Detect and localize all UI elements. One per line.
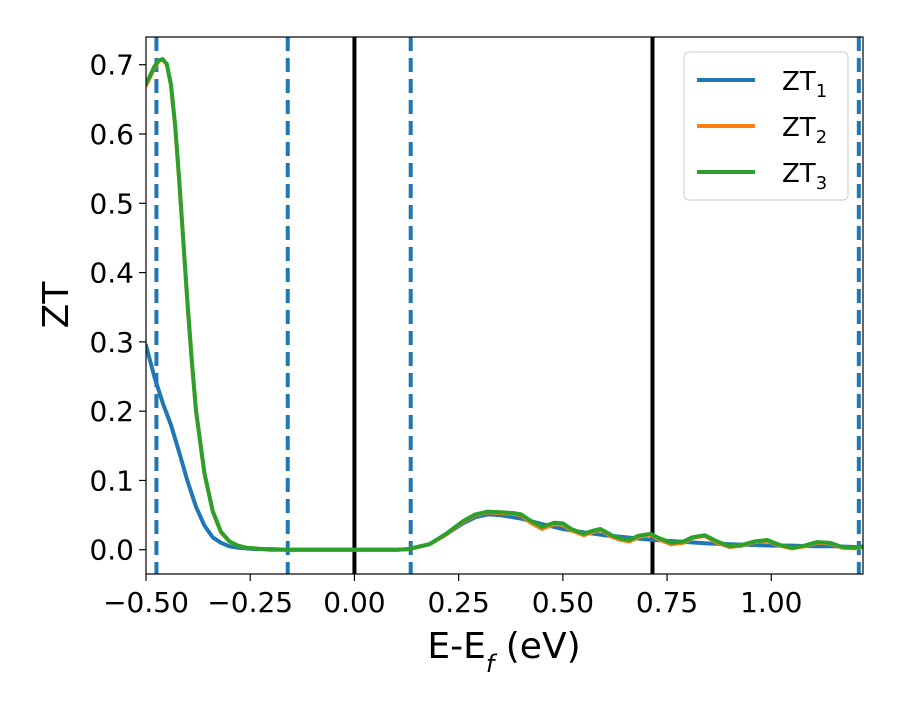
- y-tick-label: 0.5: [89, 187, 134, 220]
- x-tick-label: 0.00: [323, 586, 385, 619]
- series-line-3: [146, 57, 863, 552]
- series-line-1: [146, 343, 863, 552]
- legend-box: [683, 51, 849, 201]
- y-tick-label: 0.3: [89, 326, 134, 359]
- reference-lines: [154, 37, 861, 574]
- x-tick-label: −0.25: [207, 586, 293, 619]
- x-tick-label: −0.50: [103, 586, 189, 619]
- legend-label-2: ZT2: [782, 113, 827, 148]
- y-axis-label: ZT: [36, 281, 77, 329]
- y-tick-label: 0.7: [89, 49, 134, 82]
- y-tick-label: 0.4: [89, 257, 134, 290]
- x-tick-label: 0.25: [427, 586, 489, 619]
- plot-frame: [145, 36, 864, 575]
- x-axis-label: E-Ef (eV): [427, 626, 580, 678]
- y-tick-label: 0.2: [89, 395, 134, 428]
- y-tick-label: 0.0: [89, 534, 134, 567]
- x-tick-label: 1.00: [740, 586, 802, 619]
- legend-label-1: ZT1: [782, 67, 827, 102]
- legend-label-3: ZT3: [782, 159, 827, 194]
- x-tick-label: 0.75: [636, 586, 698, 619]
- x-tick-label: 0.50: [532, 586, 594, 619]
- legend: ZT1 ZT2 ZT3: [683, 51, 849, 201]
- x-axis-ticks: −0.50 −0.25 0.00 0.25 0.50 0.75 1.00: [103, 574, 802, 619]
- series-lines: [146, 57, 863, 552]
- y-axis-ticks: 0.0 0.1 0.2 0.3 0.4 0.5 0.6 0.7: [89, 49, 146, 567]
- y-tick-label: 0.6: [89, 118, 134, 151]
- y-tick-label: 0.1: [89, 464, 134, 497]
